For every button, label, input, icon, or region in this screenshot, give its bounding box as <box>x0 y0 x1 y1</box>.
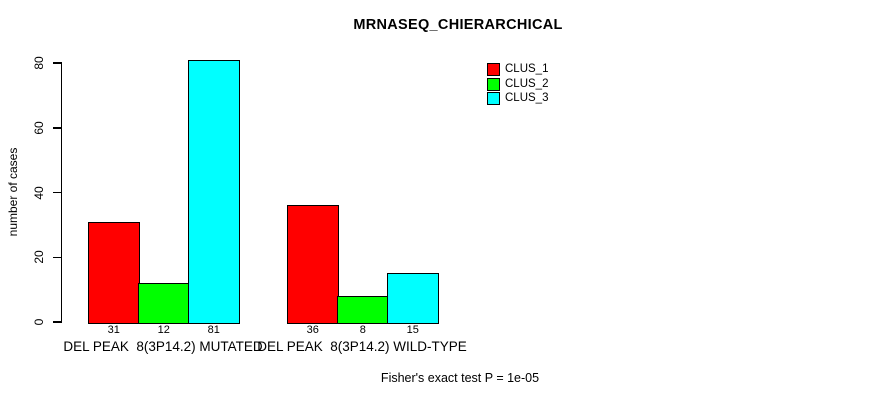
legend-item: CLUS_3 <box>487 92 548 106</box>
legend-color-swatch <box>487 63 500 77</box>
y-tick-mark <box>53 321 62 323</box>
bar <box>138 283 190 324</box>
bar <box>188 60 240 324</box>
bar-value-label: 15 <box>406 324 419 336</box>
y-tick-mark <box>53 191 62 194</box>
legend-color-swatch <box>487 92 500 106</box>
footer-annotation: Fisher's exact test P = 1e-05 <box>380 371 540 385</box>
y-tick-mark <box>53 62 62 64</box>
bar-value-label: 81 <box>207 324 220 336</box>
y-tick-mark <box>53 256 62 258</box>
y-tick-mark <box>53 127 62 129</box>
bar-value-label: 8 <box>359 324 366 336</box>
chart-title: MRNASEQ_CHIERARCHICAL <box>353 17 563 33</box>
legend: CLUS_1 CLUS_2 CLUS_3 <box>487 63 548 106</box>
bar-value-label: 36 <box>306 324 319 336</box>
bar <box>287 205 339 324</box>
bar-value-label: 31 <box>107 324 120 336</box>
legend-item: CLUS_2 <box>487 77 549 92</box>
category-label: DEL PEAK 8(3P14.2) WILD-TYPE <box>257 339 467 354</box>
bar-value-label: 12 <box>157 324 170 336</box>
legend-item-label: CLUS_2 <box>505 77 549 90</box>
bar <box>387 273 439 324</box>
y-axis-label: number of cases <box>6 147 20 237</box>
y-tick-label: 20 <box>32 250 46 264</box>
y-tick-label: 0 <box>32 318 46 326</box>
legend-color-swatch <box>487 77 500 91</box>
legend-item-label: CLUS_3 <box>505 92 549 105</box>
y-tick-label: 40 <box>32 185 46 200</box>
y-tick-label: 80 <box>32 56 46 70</box>
legend-item-label: CLUS_1 <box>505 63 549 76</box>
bar <box>88 222 140 324</box>
bar <box>337 296 389 324</box>
category-label: DEL PEAK 8(3P14.2) MUTATED <box>63 339 263 354</box>
legend-item: CLUS_1 <box>487 63 548 77</box>
y-tick-label: 60 <box>32 121 46 135</box>
